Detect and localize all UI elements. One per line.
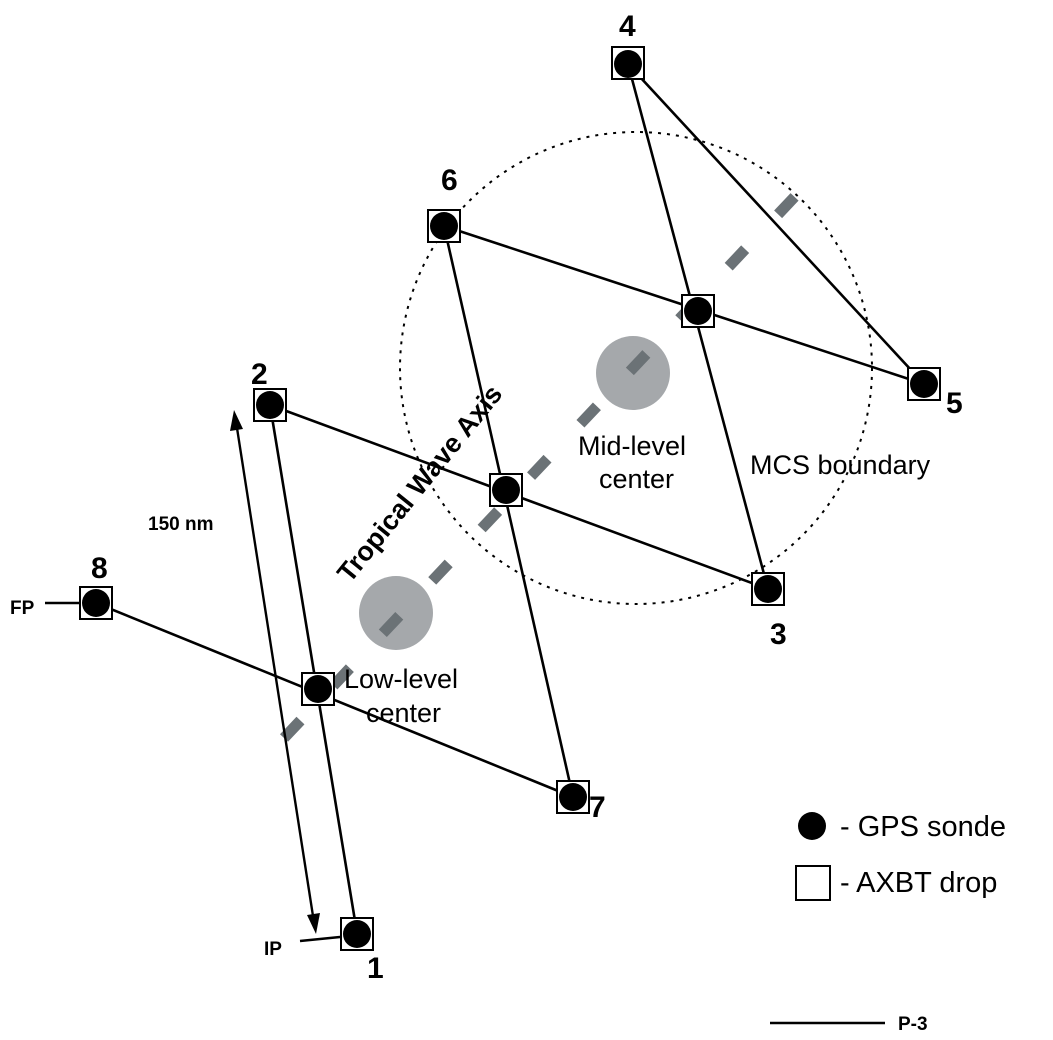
gps-sonde-4 bbox=[614, 50, 642, 78]
gps-sonde-6 bbox=[430, 212, 458, 240]
gps-sonde-mid-center bbox=[492, 476, 520, 504]
low-level-center-label-line2: center bbox=[366, 698, 441, 728]
drop-point-label-8: 8 bbox=[91, 552, 108, 585]
distance-label: 150 nm bbox=[148, 514, 213, 535]
mcs-boundary-label: MCS boundary bbox=[750, 450, 931, 480]
drop-point-label-2: 2 bbox=[251, 358, 268, 391]
legend-axbt-drop-icon bbox=[795, 865, 831, 901]
final-point-label: FP bbox=[10, 598, 35, 619]
gps-sonde-2 bbox=[256, 391, 284, 419]
gps-sonde-mid-low bbox=[304, 675, 332, 703]
initial-point-label: IP bbox=[264, 939, 282, 960]
legend-aircraft-label: P-3 bbox=[898, 1014, 928, 1035]
legend-gps-sonde-label: - GPS sonde bbox=[840, 811, 1006, 843]
tropical-wave-axis bbox=[279, 168, 823, 742]
gps-sonde-3 bbox=[754, 575, 782, 603]
gps-sonde-1 bbox=[343, 920, 371, 948]
mid-level-center-label-line2: center bbox=[599, 464, 674, 494]
low-level-center-label-line1: Low-level bbox=[344, 664, 458, 694]
legend-gps-sonde-icon bbox=[798, 812, 826, 840]
drop-point-label-6: 6 bbox=[441, 164, 458, 197]
drop-point-label-3: 3 bbox=[770, 618, 787, 651]
drop-point-label-5: 5 bbox=[946, 387, 963, 420]
drop-point-label-4: 4 bbox=[619, 10, 636, 43]
flight-track bbox=[45, 62, 926, 934]
drop-point-label-7: 7 bbox=[589, 791, 606, 824]
distance-arrow bbox=[230, 410, 320, 934]
gps-sonde-markers bbox=[82, 50, 938, 948]
drop-point-label-1: 1 bbox=[367, 952, 384, 985]
legend: - GPS sonde - AXBT drop P-3 bbox=[770, 811, 1006, 1035]
gps-sonde-8 bbox=[82, 589, 110, 617]
gps-sonde-7 bbox=[559, 783, 587, 811]
mid-level-center-label-line1: Mid-level bbox=[578, 431, 686, 461]
gps-sonde-5 bbox=[910, 370, 938, 398]
legend-axbt-drop-label: - AXBT drop bbox=[840, 867, 997, 899]
gps-sonde-mid-top bbox=[684, 297, 712, 325]
